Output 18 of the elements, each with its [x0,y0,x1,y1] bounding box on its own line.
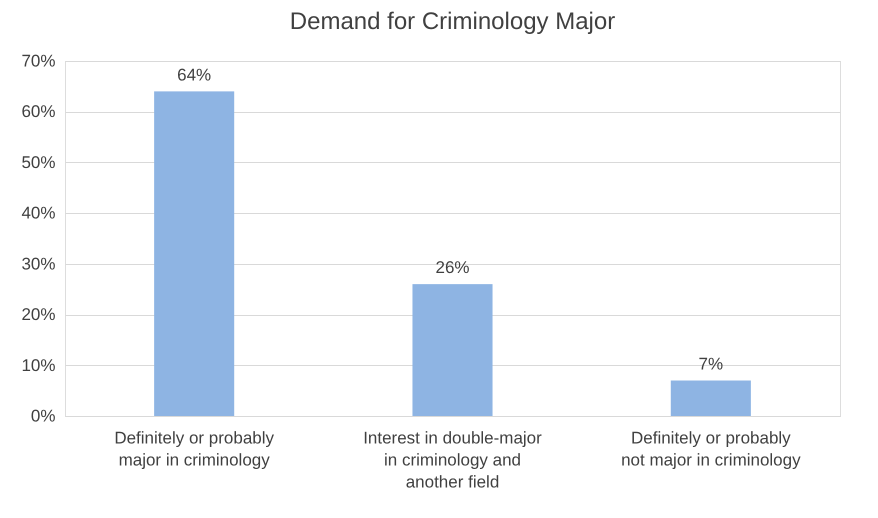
y-tick-label: 30% [21,254,56,274]
x-tick-label: Definitely or probably not major in criminology [621,428,802,470]
bar [670,380,751,416]
bar [412,284,493,416]
y-tick-label: 10% [21,356,56,375]
y-tick-label: 70% [21,52,56,70]
x-tick-label: Interest in double-major in criminology and another field [363,428,542,492]
y-tick-label: 50% [21,152,56,172]
chart-title: Demand for Criminology Major [290,8,616,35]
bar [154,91,234,416]
y-tick-label: 40% [21,204,56,223]
data-label: 7% [698,354,724,374]
x-tick-label: Definitely or probably major in criminology [114,428,275,470]
y-tick-label: 60% [21,102,56,122]
data-label: 64% [177,65,212,84]
y-tick-label: 0% [30,406,56,426]
y-tick-label: 20% [21,305,56,324]
data-label: 26% [435,258,470,278]
